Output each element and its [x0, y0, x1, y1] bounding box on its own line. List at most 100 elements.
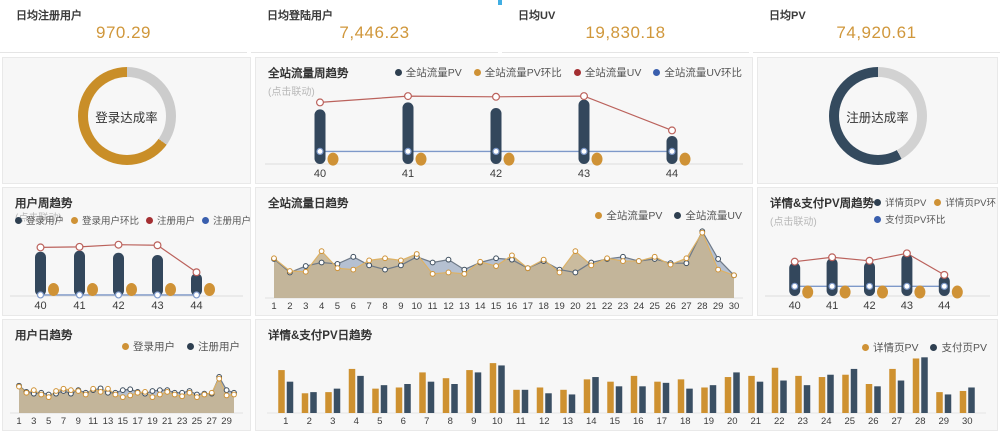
svg-text:7: 7 — [367, 301, 372, 312]
kpi-value: 7,446.23 — [339, 23, 410, 42]
legend-dot — [674, 212, 682, 219]
svg-text:19: 19 — [554, 301, 565, 312]
legend-dot — [122, 343, 129, 350]
detail-pay-daily-chart[interactable]: 1 2 3 4 5 6 7 8 9 10 11 12 13 14 15 16 17 18 19 20 21 22 23 24 2… — [264, 350, 989, 428]
svg-text:21: 21 — [162, 416, 173, 427]
chart-canvas: 1 3 5 7 9 11 13 15 17 19 21 23 25 27 29 — [10, 374, 243, 427]
svg-text:29: 29 — [221, 416, 232, 427]
legend-item[interactable]: 登录用户 — [122, 339, 175, 354]
legend-dot — [861, 344, 869, 351]
svg-text:25: 25 — [649, 301, 660, 312]
panel-subtitle: (点击联动) — [15, 213, 62, 224]
svg-text:8: 8 — [382, 301, 387, 312]
kpi-row: 日均注册用户 970.29 日均登陆用户 7,446.23 日均UV 19,83… — [0, 0, 1000, 53]
svg-text:3: 3 — [303, 301, 308, 312]
svg-text:22: 22 — [774, 416, 785, 427]
svg-text:14: 14 — [475, 301, 486, 312]
svg-text:23: 23 — [177, 416, 188, 427]
svg-text:18: 18 — [680, 416, 691, 427]
legend-label: 注册用户环比 — [213, 216, 251, 227]
user-daily-chart[interactable]: 1 3 5 7 9 11 13 15 17 19 21 23 25 27 29 — [7, 364, 246, 428]
legend-item[interactable]: 详情页PV — [874, 195, 926, 209]
legend-item[interactable]: 注册用户 — [187, 339, 240, 354]
donut-label: 登录达成率 — [95, 110, 158, 125]
legend-row: 全站流量PV 全站流量UV — [595, 208, 742, 223]
panel-detail-pay-week-trend: 详情&支付PV周趋势 (点击联动) 详情页PV详情页PV环比支付页PV支付页PV… — [757, 187, 998, 316]
legend-item[interactable]: 登录用户 — [15, 213, 64, 227]
chart-canvas: 40 41 42 43 44 — [265, 92, 743, 180]
site-daily-chart[interactable]: 1 2 3 4 5 6 7 8 9 10 11 12 13 14 15 16 17 18 19 20 21 22 23 24 2… — [262, 222, 746, 313]
svg-text:17: 17 — [523, 301, 534, 312]
detail-pay-week-chart[interactable]: 40 41 42 43 44 — [762, 244, 993, 313]
svg-text:12: 12 — [443, 301, 454, 312]
svg-text:44: 44 — [666, 168, 678, 180]
legend-item[interactable]: 详情页PV环比 — [934, 195, 997, 209]
svg-text:29: 29 — [713, 301, 724, 312]
kpi-value: 970.29 — [96, 23, 151, 42]
register-rate-donut[interactable]: 注册达成率 — [828, 67, 927, 165]
site-week-chart[interactable]: 40 41 42 43 44 — [262, 86, 746, 181]
panel-subtitle: (点击联动) — [770, 217, 817, 228]
legend-item[interactable]: 全站流量UV环比 — [653, 65, 742, 80]
panel-header: 全站流量周趋势 (点击联动) 全站流量PV 全站流量PV环比 全站流量UV 全站流量U… — [256, 58, 752, 98]
legend-item[interactable]: 详情页PV — [861, 340, 918, 355]
svg-text:5: 5 — [335, 301, 340, 312]
panel-user-daily-trend: 用户日趋势 登录用户 注册用户 1 3 5 7 9 11 13 15 17 19 21 23 25 27 29 — [2, 319, 251, 431]
legend-label: 注册用户 — [157, 216, 196, 227]
legend-item[interactable]: 全站流量UV — [573, 65, 641, 80]
chart-legend: 详情页PV 支付页PV — [861, 340, 987, 355]
svg-text:3: 3 — [330, 416, 335, 427]
kpi-label: 日均UV — [518, 10, 556, 22]
legend-row: 登录用户 注册用户 — [122, 339, 240, 354]
panel-site-week-trend: 全站流量周趋势 (点击联动) 全站流量PV 全站流量PV环比 全站流量UV 全站流量U… — [255, 57, 753, 184]
user-week-chart[interactable]: 40 41 42 43 44 — [7, 234, 246, 313]
svg-text:30: 30 — [962, 416, 973, 427]
svg-text:3: 3 — [31, 416, 36, 427]
svg-text:4: 4 — [319, 301, 324, 312]
svg-text:30: 30 — [729, 301, 740, 312]
panel-title: 用户周趋势 — [15, 198, 73, 210]
legend-label: 全站流量UV环比 — [664, 67, 742, 79]
legend-item[interactable]: 登录用户环比 — [71, 213, 139, 227]
svg-text:27: 27 — [891, 416, 902, 427]
legend-dot — [15, 216, 22, 224]
svg-text:17: 17 — [132, 416, 143, 427]
panel-site-daily-trend: 全站流量日趋势 全站流量PV 全站流量UV 1 2 3 4 5 6 7 8 9 10 11 12 13 14… — [255, 187, 753, 316]
svg-text:43: 43 — [901, 300, 913, 312]
svg-text:26: 26 — [665, 301, 676, 312]
legend-dot — [934, 198, 942, 206]
svg-text:6: 6 — [351, 301, 356, 312]
legend-item[interactable]: 支付页PV — [930, 340, 987, 355]
svg-text:13: 13 — [459, 301, 470, 312]
chart-canvas: 40 41 42 43 44 — [765, 249, 990, 312]
svg-text:21: 21 — [586, 301, 597, 312]
chart-legend: 登录用户 注册用户 — [122, 339, 240, 354]
legend-item[interactable]: 全站流量PV — [394, 65, 462, 80]
legend-label: 登录用户 — [133, 341, 175, 353]
legend-item[interactable]: 注册用户环比 — [202, 213, 251, 227]
svg-text:19: 19 — [703, 416, 714, 427]
panel-header: 详情&支付PV日趋势 详情页PV 支付页PV — [256, 320, 997, 355]
kpi-card-login-users: 日均登陆用户 7,446.23 — [251, 0, 498, 53]
legend-item[interactable]: 支付页PV环比 — [874, 212, 945, 226]
kpi-value: 19,830.18 — [585, 23, 666, 42]
login-rate-donut[interactable]: 登录达成率 — [77, 67, 176, 165]
svg-text:4: 4 — [354, 416, 359, 427]
legend-row: 详情页PV详情页PV环比支付页PV — [874, 195, 997, 209]
legend-item[interactable]: 全站流量UV — [674, 208, 742, 223]
panel-title: 全站流量周趋势 — [268, 68, 349, 80]
legend-item[interactable]: 注册用户 — [146, 213, 195, 227]
legend-label: 注册用户 — [198, 341, 240, 353]
svg-text:27: 27 — [206, 416, 217, 427]
svg-text:44: 44 — [938, 300, 950, 312]
legend-label: 登录用户环比 — [82, 216, 140, 227]
chart-legend: 登录用户 登录用户环比 注册用户 注册用户环比 — [15, 213, 250, 227]
svg-text:1: 1 — [283, 416, 288, 427]
donut-label: 注册达成率 — [846, 110, 909, 125]
legend-item[interactable]: 全站流量PV — [595, 208, 662, 223]
legend-label: 全站流量PV — [405, 67, 462, 79]
legend-item[interactable]: 全站流量PV环比 — [473, 65, 562, 80]
legend-label: 全站流量PV — [606, 210, 663, 222]
kpi-label: 日均注册用户 — [16, 10, 82, 22]
svg-text:19: 19 — [147, 416, 158, 427]
